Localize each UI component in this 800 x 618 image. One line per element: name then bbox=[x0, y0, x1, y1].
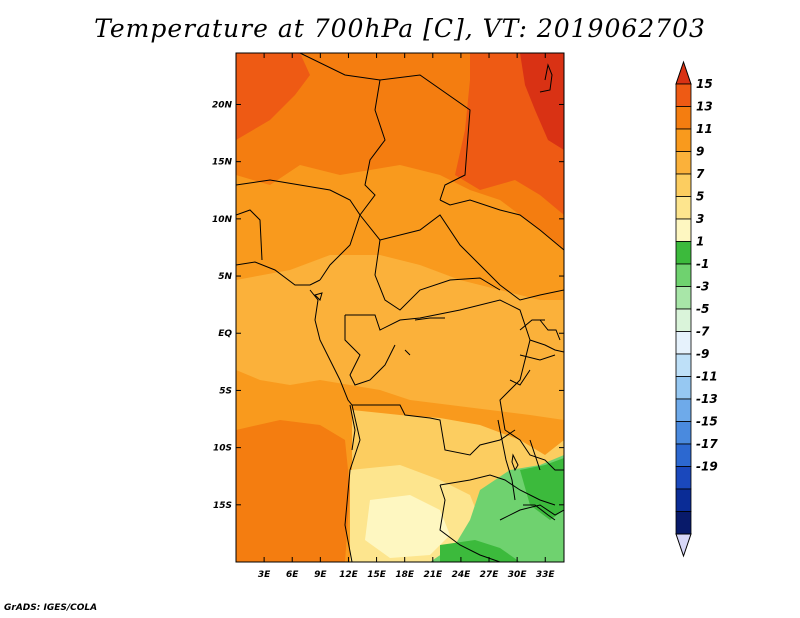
colorbar-swatch bbox=[675, 241, 692, 265]
colorbar-swatch bbox=[675, 151, 692, 175]
colorbar-swatch bbox=[675, 398, 692, 422]
colorbar-label: 15 bbox=[696, 77, 713, 91]
x-tick-label: 30E bbox=[508, 570, 528, 580]
colorbar-label: 3 bbox=[696, 212, 704, 226]
colorbar-label: -3 bbox=[696, 280, 709, 294]
x-tick-label: 24E bbox=[452, 570, 472, 580]
y-tick-label: EQ bbox=[218, 329, 232, 339]
colorbar-swatch bbox=[675, 173, 692, 197]
x-tick-label: 9E bbox=[314, 570, 327, 580]
y-tick-label: 10S bbox=[213, 444, 232, 454]
colorbar-label: 1 bbox=[696, 235, 704, 249]
colorbar-swatch bbox=[675, 331, 692, 355]
region-southwest-warm bbox=[236, 420, 350, 562]
region-north-hottest bbox=[520, 53, 564, 150]
colorbar-label: -9 bbox=[696, 347, 709, 361]
colorbar-label: -13 bbox=[696, 392, 718, 406]
region-lightest bbox=[365, 495, 450, 558]
colorbar-label: 9 bbox=[696, 145, 704, 159]
y-tick-label: 10N bbox=[212, 215, 233, 225]
colorbar-extend-top bbox=[675, 60, 692, 85]
x-tick-label: 21E bbox=[423, 570, 443, 580]
y-tick-label: 20N bbox=[212, 100, 233, 110]
colorbar-label: 7 bbox=[696, 167, 705, 181]
colorbar-label: 13 bbox=[696, 100, 713, 114]
x-tick-label: 3E bbox=[258, 570, 271, 580]
chart-title: Temperature at 700hPa [C], VT: 201906270… bbox=[94, 14, 706, 43]
colorbar-label: 11 bbox=[696, 122, 713, 136]
y-tick-label: 5N bbox=[218, 272, 232, 282]
colorbar-swatch bbox=[675, 196, 692, 220]
colorbar-swatch bbox=[675, 83, 692, 107]
colorbar-swatch bbox=[675, 466, 692, 490]
colorbar-label: -15 bbox=[696, 415, 718, 429]
x-tick-label: 33E bbox=[536, 570, 556, 580]
colorbar-extend-bottom bbox=[675, 533, 692, 558]
y-tick-label: 5S bbox=[219, 386, 232, 396]
temperature-field bbox=[236, 53, 564, 562]
axis-ticks: 3E 6E 9E 12E 15E 18E 21E 24E 27E 30E 33E 20N 15N 10N 5… bbox=[212, 53, 564, 580]
x-tick-label: 15E bbox=[367, 570, 387, 580]
colorbar-label: -5 bbox=[696, 302, 709, 316]
colorbar-swatch bbox=[675, 128, 692, 152]
map-frame bbox=[235, 52, 565, 563]
colorbar-swatch bbox=[675, 421, 692, 445]
x-tick-label: 6E bbox=[286, 570, 299, 580]
colorbar-swatch bbox=[675, 106, 692, 130]
colorbar-label: -1 bbox=[696, 257, 709, 271]
colorbar-label: -19 bbox=[696, 460, 718, 474]
colorbar-swatch bbox=[675, 353, 692, 377]
colorbar-swatch bbox=[675, 286, 692, 310]
colorbar-swatch bbox=[675, 488, 692, 512]
colorbar-label: -17 bbox=[696, 437, 718, 451]
grads-credit: GrADS: IGES/COLA bbox=[4, 603, 98, 613]
colorbar-swatch bbox=[675, 218, 692, 242]
region-equatorial bbox=[236, 255, 564, 420]
colorbar-swatch bbox=[675, 376, 692, 400]
y-tick-label: 15S bbox=[213, 501, 232, 511]
colorbar: 15 13 11 9 7 5 3 1 -1 -3 -5 -7 -9 -11 -13 -15 -17 -19 bbox=[675, 60, 718, 558]
colorbar-label: -7 bbox=[696, 325, 710, 339]
colorbar-swatch bbox=[675, 308, 692, 332]
colorbar-swatch bbox=[675, 443, 692, 467]
colorbar-label: -11 bbox=[696, 370, 718, 384]
x-tick-label: 27E bbox=[480, 570, 500, 580]
y-tick-label: 15N bbox=[212, 158, 233, 168]
country-borders bbox=[236, 53, 564, 562]
coastlines bbox=[309, 63, 556, 521]
colorbar-swatch bbox=[675, 511, 692, 535]
region-north-hot-west bbox=[236, 53, 310, 140]
x-tick-label: 18E bbox=[395, 570, 415, 580]
colorbar-swatch bbox=[675, 263, 692, 287]
x-tick-label: 12E bbox=[339, 570, 359, 580]
colorbar-label: 5 bbox=[696, 190, 704, 204]
